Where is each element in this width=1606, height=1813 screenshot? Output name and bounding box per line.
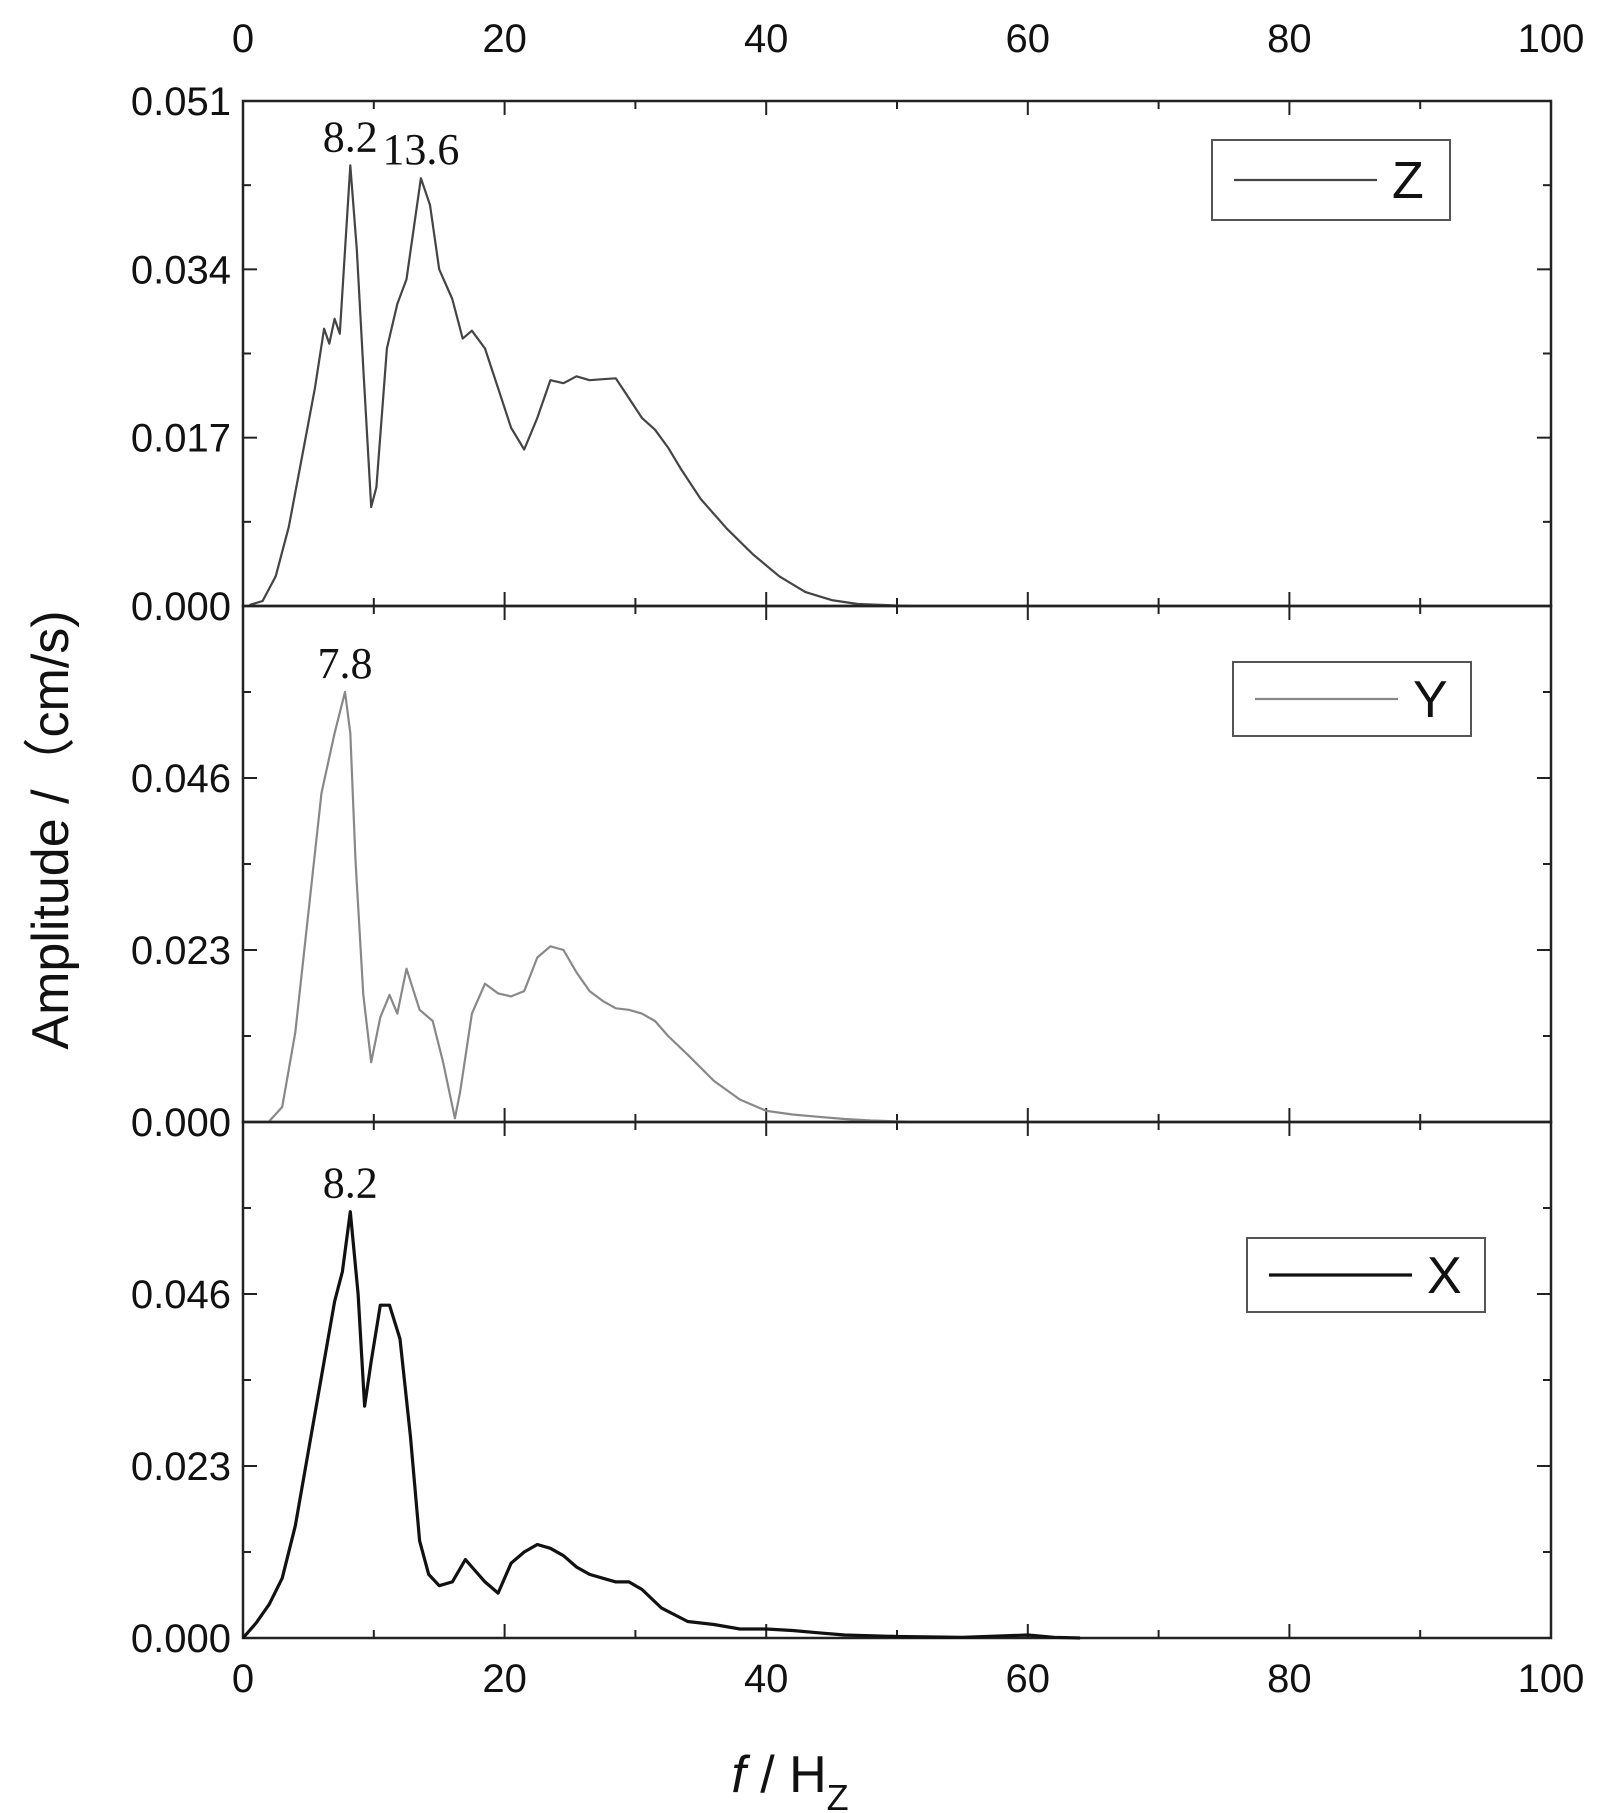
panel-frame [241,1120,1553,1640]
series-line-x [241,1210,1081,1640]
y-axis-title: Amplitude /（cm/s) [22,610,80,1049]
x-tick-label: 20 [482,1657,527,1701]
panel-z: 0.000 0.017 0.034 0.051 8.2 13.6 Z [131,80,1553,629]
panel-y: 0.000 0.023 0.046 7.8 Y [131,604,1553,1145]
x-tick-label: 40 [744,1657,789,1701]
legend-label: X [1427,1247,1462,1305]
y-tick-label: 0.046 [131,1273,231,1317]
series-line-y [268,690,924,1124]
y-tick-label: 0.017 [131,417,231,461]
y-tick-label: 0.034 [131,248,231,292]
x-tick-label: 80 [1267,1657,1312,1701]
legend-x: X [1246,1237,1486,1313]
x-tick-label-top: 40 [744,17,789,61]
peak-annotation: 7.8 [318,639,373,688]
x-tick-label-top: 100 [1518,17,1585,61]
peak-annotation: 13.6 [382,125,459,174]
legend-label: Z [1392,152,1424,210]
y-tick-label: 0.000 [131,1101,231,1145]
x-axis-title: f / HZ [731,1746,848,1813]
series-line-z [249,164,911,608]
x-tick-label-top: 0 [232,17,254,61]
peak-annotation: 8.2 [323,1159,378,1208]
panel-x: 0.000 0.023 0.046 8.2 X [131,1120,1553,1661]
y-tick-label: 0.046 [131,757,231,801]
x-tick-label-top: 60 [1006,17,1051,61]
peak-annotation: 8.2 [323,112,378,161]
x-tick-label-top: 80 [1267,17,1312,61]
legend-y: Y [1232,661,1472,737]
y-tick-label: 0.023 [131,929,231,973]
x-tick-label: 0 [232,1657,254,1701]
y-tick-label: 0.051 [131,80,231,124]
x-tick-label: 100 [1518,1657,1585,1701]
y-tick-label: 0.000 [131,1617,231,1661]
x-tick-label-top: 20 [482,17,527,61]
x-tick-label: 60 [1006,1657,1051,1701]
legend-z: Z [1211,139,1451,221]
legend-label: Y [1413,671,1448,729]
y-tick-label: 0.023 [131,1445,231,1489]
y-tick-label: 0.000 [131,585,231,629]
